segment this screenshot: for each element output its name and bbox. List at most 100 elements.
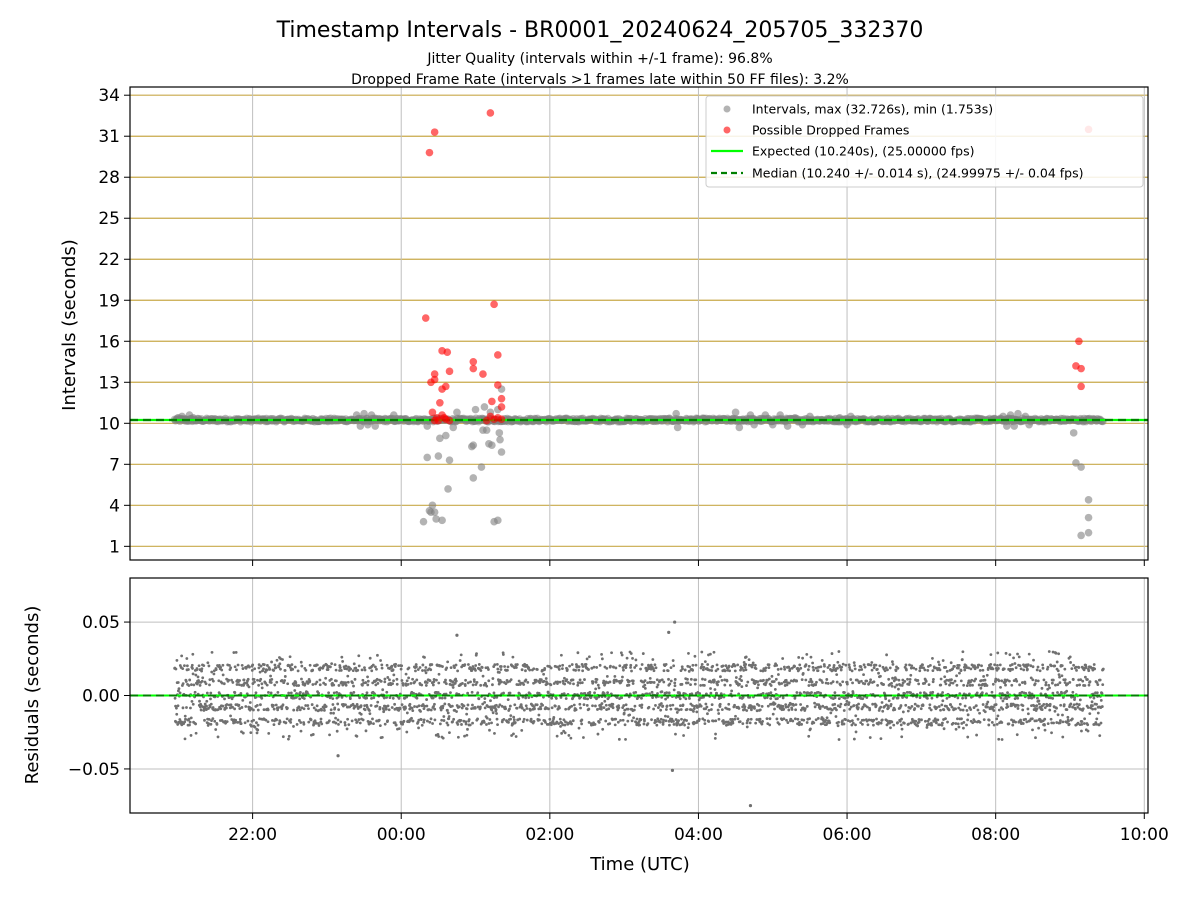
residual-point <box>837 738 841 741</box>
residual-point <box>1032 658 1035 662</box>
residual-point <box>386 719 389 723</box>
residual-point <box>436 691 440 694</box>
residual-point <box>385 663 389 667</box>
residual-point <box>651 696 654 700</box>
residual-point <box>433 707 437 711</box>
residual-point <box>958 702 962 706</box>
residual-point <box>296 669 300 673</box>
residual-point <box>1056 683 1060 687</box>
residual-point <box>901 710 905 714</box>
residual-point <box>375 704 379 708</box>
residual-point <box>222 682 226 686</box>
residual-point <box>797 656 801 659</box>
residual-point <box>211 679 215 683</box>
residual-point <box>339 668 343 672</box>
residual-point <box>998 663 1002 667</box>
residual-point <box>257 663 261 666</box>
residual-point <box>687 652 690 655</box>
residual-point <box>189 716 193 720</box>
residual-point <box>475 680 479 684</box>
residual-point <box>332 691 336 695</box>
residual-point <box>1051 691 1055 695</box>
residual-point <box>734 714 737 718</box>
residual-point <box>257 683 261 687</box>
residual-point <box>628 713 632 717</box>
residual-point <box>621 675 624 679</box>
residual-point <box>990 721 994 724</box>
residual-point <box>333 706 337 710</box>
residual-point <box>323 708 326 712</box>
residual-point <box>395 682 399 686</box>
residual-point <box>327 691 331 695</box>
residual-point <box>593 722 597 726</box>
residual-point <box>299 690 302 694</box>
residual-point <box>190 683 193 687</box>
residual-point <box>600 702 604 705</box>
residual-point <box>191 667 194 670</box>
residual-point <box>185 706 188 709</box>
interval-point <box>423 422 432 430</box>
residual-point <box>227 678 231 682</box>
residual-point <box>961 708 965 712</box>
residual-point <box>407 666 411 670</box>
residual-point <box>334 668 338 672</box>
residual-point <box>976 708 980 712</box>
residual-point <box>799 703 802 706</box>
residual-point <box>602 706 606 709</box>
residual-point <box>974 704 978 708</box>
residual-point <box>240 663 244 667</box>
residual-point <box>474 664 478 667</box>
chart-subtitle-1: Jitter Quality (intervals within +/-1 fr… <box>426 51 772 67</box>
residual-point <box>669 679 673 683</box>
residual-point <box>275 718 278 722</box>
residual-point <box>769 684 773 687</box>
residual-point <box>210 650 214 654</box>
residual-point <box>582 703 586 707</box>
residual-point <box>559 653 563 657</box>
residual-point <box>874 663 878 667</box>
residual-point <box>518 692 521 696</box>
residual-point <box>875 667 879 671</box>
interval-point <box>1084 513 1093 522</box>
residual-point <box>281 735 285 739</box>
residual-point <box>727 664 731 668</box>
residual-point <box>383 677 387 681</box>
residual-point <box>399 667 403 671</box>
residual-point <box>415 678 419 682</box>
residual-point <box>924 679 928 683</box>
residual-point <box>1059 703 1063 707</box>
residual-point <box>582 736 585 739</box>
residual-point <box>615 679 619 683</box>
residual-point <box>643 686 647 690</box>
residual-point <box>1010 683 1014 687</box>
residual-point <box>413 680 417 684</box>
residual-point <box>934 721 938 725</box>
residual-point <box>455 692 459 695</box>
residual-point <box>652 707 656 711</box>
residual-point <box>896 721 899 725</box>
interval-point <box>1072 459 1080 467</box>
residual-point <box>431 683 435 687</box>
residual-point <box>634 658 638 662</box>
residual-point <box>1056 713 1060 717</box>
residual-point <box>860 679 863 683</box>
residual-point <box>467 663 470 666</box>
residual-point <box>662 680 666 684</box>
residual-point <box>276 690 280 694</box>
residual-point <box>1093 707 1097 711</box>
residual-point <box>289 718 293 721</box>
residual-point <box>937 660 940 664</box>
residual-point <box>204 708 208 712</box>
residual-point <box>1005 697 1009 701</box>
residual-point <box>259 664 263 668</box>
residual-point <box>547 707 550 711</box>
residual-point <box>891 660 894 664</box>
residual-point <box>940 703 944 707</box>
residual-point <box>655 720 658 723</box>
residual-point <box>835 708 838 712</box>
residual-point <box>942 708 946 712</box>
residual-point <box>422 718 426 722</box>
residual-point <box>455 710 458 713</box>
residual-point <box>872 666 876 670</box>
residual-point <box>276 708 280 712</box>
